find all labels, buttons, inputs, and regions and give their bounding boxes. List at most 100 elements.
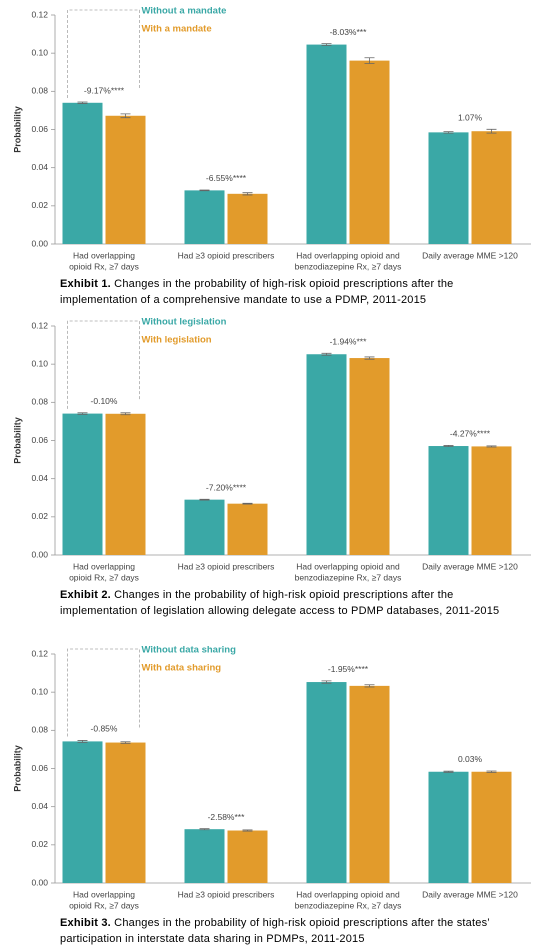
annotation: -9.17%**** bbox=[84, 85, 125, 95]
caption-label: Exhibit 1. bbox=[60, 278, 111, 290]
error-bar bbox=[364, 684, 375, 688]
y-tick-label: 0.08 bbox=[31, 725, 48, 735]
annotation: 0.03% bbox=[458, 754, 483, 764]
bar bbox=[306, 354, 347, 555]
x-tick-label: Had overlapping bbox=[73, 889, 135, 899]
x-tick-label: Had overlapping opioid and bbox=[296, 889, 400, 899]
x-tick-label: Had overlapping opioid and bbox=[296, 250, 400, 260]
caption-label: Exhibit 2. bbox=[60, 589, 111, 601]
legend-label: Without data sharing bbox=[142, 645, 237, 656]
x-tick-label: Had overlapping bbox=[73, 250, 135, 260]
y-tick-label: 0.00 bbox=[31, 549, 48, 559]
chart: 0.00 0.02 0.04 0.06 0.08 0.10 0.12 Probability W… bbox=[12, 317, 531, 582]
x-tick-label: Had ≥3 opioid prescribers bbox=[178, 889, 275, 899]
legend-label: With data sharing bbox=[142, 663, 222, 674]
error-bar bbox=[242, 192, 253, 196]
x-tick-label: benzodiazepine Rx, ≥7 days bbox=[295, 572, 402, 582]
annotation: -1.95%**** bbox=[328, 664, 369, 674]
caption-text: Changes in the probability of high-risk … bbox=[60, 589, 500, 617]
y-tick-label: 0.06 bbox=[31, 435, 48, 445]
exhibit: 0.00 0.02 0.04 0.06 0.08 0.10 0.12 Probability W… bbox=[0, 311, 539, 621]
y-axis-label: Probability bbox=[12, 745, 22, 792]
error-bar bbox=[77, 740, 88, 743]
bar bbox=[471, 131, 512, 244]
y-tick-label: 0.12 bbox=[31, 9, 48, 19]
y-axis-label: Probability bbox=[12, 417, 22, 464]
y-tick-label: 0.04 bbox=[31, 162, 48, 172]
error-bar bbox=[364, 57, 375, 64]
caption: Exhibit 3. Changes in the probability of… bbox=[60, 915, 530, 947]
error-bar bbox=[321, 680, 332, 684]
y-tick-label: 0.06 bbox=[31, 124, 48, 134]
error-bar bbox=[120, 741, 131, 744]
error-bar bbox=[199, 498, 210, 501]
x-tick-label: Daily average MME >120 bbox=[422, 889, 518, 899]
error-bar bbox=[199, 828, 210, 831]
chart: 0.00 0.02 0.04 0.06 0.08 0.10 0.12 Probability W… bbox=[12, 6, 531, 271]
error-bar bbox=[443, 131, 454, 134]
legend-label: With legislation bbox=[142, 335, 212, 346]
caption: Exhibit 2. Changes in the probability of… bbox=[60, 587, 530, 619]
bar bbox=[349, 60, 390, 245]
x-tick-label: opioid Rx, ≥7 days bbox=[69, 572, 139, 582]
error-bar bbox=[242, 502, 253, 505]
bar bbox=[62, 102, 103, 245]
error-bar bbox=[364, 356, 375, 360]
x-tick-label: Had ≥3 opioid prescribers bbox=[178, 250, 275, 260]
x-tick-label: benzodiazepine Rx, ≥7 days bbox=[295, 261, 402, 271]
bar bbox=[428, 132, 469, 244]
bar bbox=[306, 44, 347, 245]
legend-label: Without legislation bbox=[142, 317, 227, 328]
y-tick-label: 0.02 bbox=[31, 511, 48, 521]
caption-text: Changes in the probability of high-risk … bbox=[60, 278, 454, 306]
error-bar bbox=[242, 829, 253, 832]
bar bbox=[184, 829, 225, 883]
y-tick-label: 0.04 bbox=[31, 473, 48, 483]
annotation: -0.85% bbox=[91, 724, 118, 734]
error-bar bbox=[486, 445, 497, 448]
bar bbox=[349, 685, 390, 883]
error-bar bbox=[321, 352, 332, 356]
error-bar bbox=[199, 189, 210, 192]
annotation: -0.10% bbox=[91, 396, 118, 406]
y-tick-label: 0.12 bbox=[31, 320, 48, 330]
y-axis-label: Probability bbox=[12, 106, 22, 153]
annotation: 1.07% bbox=[458, 113, 483, 123]
exhibit: 0.00 0.02 0.04 0.06 0.08 0.10 0.12 Probability W… bbox=[0, 0, 539, 310]
bar bbox=[105, 742, 146, 883]
error-bar bbox=[486, 770, 497, 773]
legend-label: With a mandate bbox=[142, 24, 212, 35]
caption-text: Changes in the probability of high-risk … bbox=[60, 917, 490, 945]
legend-bracket bbox=[67, 9, 140, 99]
bar bbox=[471, 771, 512, 883]
x-tick-label: Had overlapping opioid and bbox=[296, 561, 400, 571]
x-tick-label: Had ≥3 opioid prescribers bbox=[178, 561, 275, 571]
error-bar bbox=[77, 101, 88, 104]
y-tick-label: 0.08 bbox=[31, 397, 48, 407]
y-tick-label: 0.00 bbox=[31, 877, 48, 887]
error-bar bbox=[120, 412, 131, 416]
y-tick-label: 0.10 bbox=[31, 686, 48, 696]
bar bbox=[471, 446, 512, 555]
error-bar bbox=[120, 113, 131, 119]
bar bbox=[184, 499, 225, 555]
error-bar bbox=[321, 43, 332, 46]
y-tick-label: 0.02 bbox=[31, 200, 48, 210]
bar bbox=[105, 115, 146, 244]
annotation: -1.94%*** bbox=[330, 337, 368, 347]
bar bbox=[349, 358, 390, 555]
y-tick-label: 0.10 bbox=[31, 358, 48, 368]
exhibit: 0.00 0.02 0.04 0.06 0.08 0.10 0.12 Probability W… bbox=[0, 639, 539, 949]
annotation: -4.27%**** bbox=[450, 429, 491, 439]
x-tick-label: benzodiazepine Rx, ≥7 days bbox=[295, 900, 402, 910]
error-bar bbox=[443, 445, 454, 448]
bar bbox=[227, 503, 268, 555]
bar bbox=[227, 830, 268, 883]
y-tick-label: 0.02 bbox=[31, 839, 48, 849]
error-bar bbox=[77, 412, 88, 415]
bar bbox=[227, 193, 268, 244]
annotation: -7.20%**** bbox=[206, 483, 247, 493]
bar bbox=[306, 682, 347, 883]
x-tick-label: Had overlapping bbox=[73, 561, 135, 571]
y-tick-label: 0.00 bbox=[31, 238, 48, 248]
